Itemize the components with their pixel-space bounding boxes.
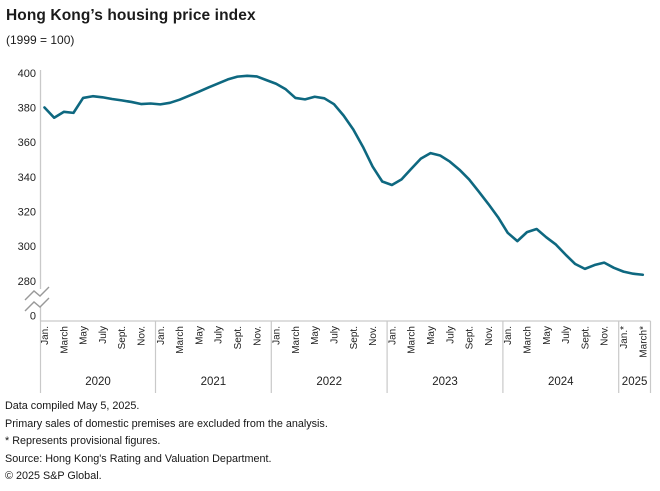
x-axis-month-label: Jan. (387, 326, 398, 345)
y-axis-tick-label: 300 (18, 241, 36, 253)
x-axis-month-label: May (79, 326, 90, 345)
y-axis-tick-label: 340 (18, 172, 36, 184)
x-axis-month-label: Sept. (580, 326, 591, 349)
y-axis-tick-label: 400 (18, 68, 36, 80)
x-axis-month-label: March (407, 326, 418, 354)
footnote-provisional: * Represents provisional figures. (5, 435, 161, 448)
x-axis-month-label: Nov. (600, 326, 611, 346)
x-axis-year-label: 2024 (548, 376, 574, 388)
x-axis-month-label: Nov. (137, 326, 148, 346)
x-axis-month-label: Jan.* (619, 326, 630, 349)
x-axis-month-label: Jan. (272, 326, 283, 345)
x-axis-month-label: July (561, 326, 572, 344)
x-axis-month-label: July (445, 326, 456, 344)
chart-title: Hong Kong’s housing price index (6, 7, 256, 24)
x-axis-month-label: Sept. (465, 326, 476, 349)
x-axis-month-label: Sept. (349, 326, 360, 349)
y-axis-tick-label: 380 (18, 102, 36, 114)
y-axis-tick-label: 320 (18, 206, 36, 218)
y-axis-tick-label: 280 (18, 276, 36, 288)
footnote-data-compiled: Data compiled May 5, 2025. (5, 400, 140, 412)
x-axis-month-label: May (310, 326, 321, 345)
x-axis-month-label: Sept. (233, 326, 244, 349)
x-axis-month-label: March (291, 326, 302, 354)
x-axis-month-label: Nov. (252, 326, 263, 346)
x-axis-year-label: 2025 (622, 376, 648, 388)
x-axis-month-label: Jan. (40, 326, 51, 345)
x-axis-month-label: March (175, 326, 186, 354)
footnote-exclusion: Primary sales of domestic premises are e… (5, 417, 328, 430)
footnote-source: Source: Hong Kong's Rating and Valuation… (5, 452, 272, 465)
x-axis-year-label: 2021 (201, 376, 227, 388)
x-axis-month-label: Nov. (368, 326, 379, 346)
x-axis-month-label: Jan. (503, 326, 514, 345)
housing-price-index-line (43, 74, 645, 277)
chart-subtitle: (1999 = 100) (6, 33, 75, 47)
x-axis-month-label: March* (638, 326, 649, 358)
x-axis-month-label: Nov. (484, 326, 495, 346)
axis-break-icon (24, 286, 50, 301)
axis-break-icon (24, 297, 50, 312)
x-axis-year-label: 2020 (85, 376, 111, 388)
price-index-line-chart: 400 380 360 340 320 300 280 0 Jan. March May July Se… (18, 68, 652, 393)
y-axis-tick-label-zero: 0 (30, 311, 36, 323)
x-axis-month-label: Sept. (117, 326, 128, 349)
x-axis-month-label: May (426, 326, 437, 345)
x-axis-month-label: March (523, 326, 534, 354)
x-axis-month-label: July (330, 326, 341, 344)
y-axis-tick-label: 360 (18, 137, 36, 149)
chart-footnotes: Data compiled May 5, 2025. Primary sales… (5, 398, 328, 486)
x-axis-month-label: July (98, 326, 109, 344)
x-axis-month-label: March (59, 326, 70, 354)
x-axis-month-label: July (214, 326, 225, 344)
x-axis-year-label: 2022 (316, 376, 342, 388)
x-axis-month-label: May (194, 326, 205, 345)
footnote-copyright: © 2025 S&P Global. (5, 470, 102, 483)
x-axis-year-label: 2023 (432, 376, 458, 388)
x-axis-month-label: Jan. (156, 326, 167, 345)
x-axis-month-label: May (542, 326, 553, 345)
